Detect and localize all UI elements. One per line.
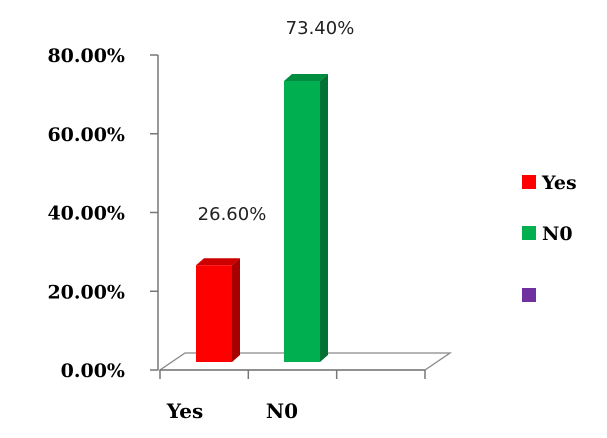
legend: Yes N0 — [522, 172, 577, 302]
y-tick-label: 0.00% — [61, 360, 125, 382]
y-tick-label: 60.00% — [47, 124, 125, 146]
legend-item: Yes — [522, 172, 577, 194]
legend-label: Yes — [541, 172, 577, 194]
data-labels: 26.60% 73.40% — [198, 18, 355, 225]
y-tick-label: 80.00% — [47, 45, 125, 67]
legend-swatch — [522, 175, 536, 189]
bar-n0 — [284, 73, 328, 363]
bar-front-face — [284, 80, 320, 363]
y-tick-label: 20.00% — [47, 281, 125, 303]
y-axis: 0.00% 20.00% 40.00% 60.00% 80.00% — [47, 45, 159, 382]
x-tick-label: N0 — [266, 399, 298, 423]
bar-yes — [196, 258, 240, 362]
bar-top-face — [284, 73, 328, 81]
y-tick-label: 40.00% — [47, 203, 125, 225]
x-axis: Yes N0 — [159, 369, 426, 423]
bar-top-face — [196, 258, 240, 266]
legend-swatch — [522, 288, 536, 302]
legend-label: N0 — [542, 223, 573, 245]
bar-side-face — [232, 258, 240, 362]
legend-swatch — [522, 226, 536, 240]
bar-side-face — [320, 73, 328, 363]
data-label: 26.60% — [198, 204, 267, 225]
x-tick-label: Yes — [166, 399, 204, 423]
bars — [196, 73, 328, 363]
legend-item: N0 — [522, 223, 573, 245]
data-label: 73.40% — [286, 18, 355, 39]
bar-front-face — [196, 265, 232, 362]
legend-item — [522, 288, 536, 302]
